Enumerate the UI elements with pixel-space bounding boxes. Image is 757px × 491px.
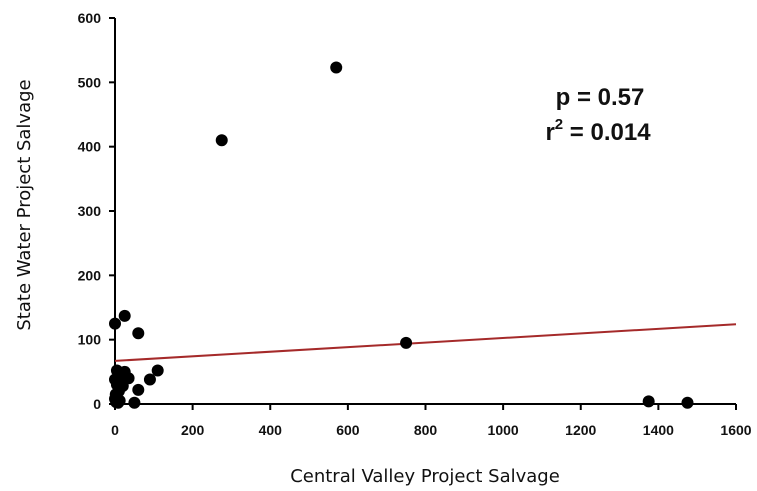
- y-tick-label: 200: [78, 267, 102, 283]
- x-tick-label: 1600: [720, 422, 751, 438]
- x-tick-label: 800: [414, 422, 438, 438]
- data-point: [151, 364, 164, 377]
- data-point: [143, 373, 156, 386]
- data-point: [215, 134, 228, 147]
- x-tick-label: 1200: [565, 422, 596, 438]
- y-axis-title: State Water Project Salvage: [14, 79, 35, 330]
- data-point: [128, 396, 141, 409]
- r-squared-base: r: [545, 119, 554, 146]
- axes: [114, 18, 736, 405]
- y-tick-label: 600: [78, 10, 102, 26]
- data-point: [118, 309, 131, 322]
- y-ticks: 0 100 200 300 400 500 600: [78, 10, 115, 412]
- data-point: [109, 317, 121, 330]
- y-tick-label: 500: [78, 74, 102, 90]
- data-point: [681, 396, 694, 409]
- data-point: [642, 395, 655, 408]
- x-tick-label: 1400: [643, 422, 674, 438]
- data-point: [132, 327, 145, 340]
- data-point: [330, 61, 343, 74]
- data-point: [116, 379, 129, 392]
- y-tick-label: 100: [78, 332, 102, 348]
- y-tick-label: 400: [78, 139, 102, 155]
- x-tick-label: 0: [111, 422, 119, 438]
- data-point: [132, 383, 145, 396]
- x-tick-label: 600: [336, 422, 360, 438]
- p-value-annotation: p = 0.57: [556, 84, 645, 111]
- data-point: [113, 394, 126, 407]
- r-squared-value: = 0.014: [563, 119, 651, 146]
- x-tick-label: 400: [259, 422, 283, 438]
- trendline-layer: [114, 323, 737, 362]
- x-tick-label: 1000: [488, 422, 519, 438]
- r-squared-exponent: 2: [555, 116, 563, 133]
- y-tick-label: 0: [93, 396, 101, 412]
- x-axis-title: Central Valley Project Salvage: [290, 466, 560, 487]
- r-squared-annotation: r2 = 0.014: [545, 116, 651, 146]
- y-tick-label: 300: [78, 203, 102, 219]
- data-point: [110, 364, 123, 377]
- x-tick-label: 200: [181, 422, 205, 438]
- trendline: [114, 323, 737, 362]
- points-layer: [109, 61, 694, 409]
- x-ticks: 0 200 400 600 800 1000 1200 1400 1600: [111, 404, 752, 438]
- data-point: [400, 336, 413, 349]
